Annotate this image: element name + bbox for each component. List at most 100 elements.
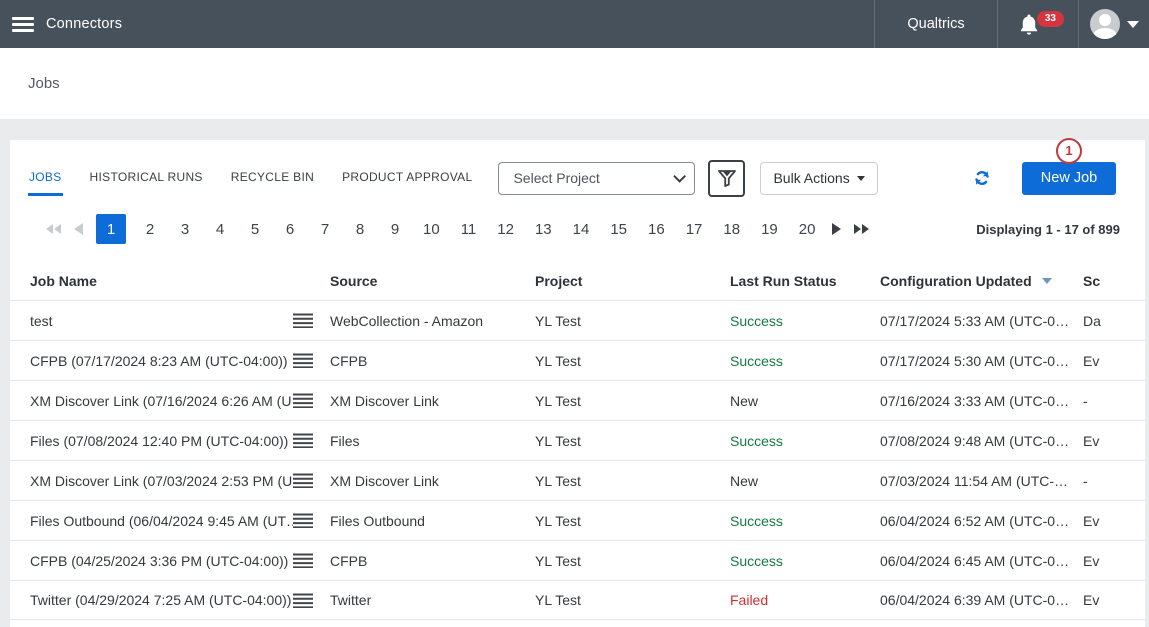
caret-down-icon: [856, 175, 865, 181]
source-cell: CFPB: [330, 352, 368, 369]
job-name[interactable]: Files Outbound (06/04/2024 9:45 AM (UT…: [30, 512, 293, 529]
configuration-updated-cell: 07/08/2024 9:48 AM (UTC-0…: [880, 432, 1070, 449]
project-cell: YL Test: [535, 312, 581, 329]
source-cell: Files Outbound: [330, 512, 425, 529]
configuration-updated-cell: 06/04/2024 6:45 AM (UTC-0…: [880, 552, 1070, 569]
row-menu-icon[interactable]: [293, 513, 313, 528]
column-header-configuration-updated[interactable]: Configuration Updated: [880, 273, 1032, 289]
last-run-status: Success: [730, 432, 783, 449]
toolbar: JOBS HISTORICAL RUNS RECYCLE BIN PRODUCT…: [10, 137, 1145, 198]
page-button-6[interactable]: 6: [285, 220, 295, 238]
configuration-updated-cell: 07/16/2024 3:33 AM (UTC-0…: [880, 392, 1070, 409]
column-header-schedule[interactable]: Sc: [1083, 273, 1101, 289]
row-menu-icon[interactable]: [293, 393, 313, 408]
page-button-12[interactable]: 12: [497, 220, 514, 238]
bulk-actions-button[interactable]: Bulk Actions: [760, 161, 878, 195]
job-name[interactable]: CFPB (07/17/2024 8:23 AM (UTC-04:00)): [30, 352, 288, 369]
page-button-13[interactable]: 13: [534, 220, 552, 238]
hamburger-menu-icon[interactable]: [0, 14, 46, 35]
previous-page-button[interactable]: [74, 223, 83, 235]
schedule-cell: -: [1083, 392, 1088, 409]
tab-product-approval[interactable]: PRODUCT APPROVAL: [342, 170, 473, 184]
top-bar: Connectors Qualtrics 33: [0, 0, 1149, 48]
page-button-11[interactable]: 11: [460, 220, 477, 238]
configuration-updated-cell: 07/17/2024 5:33 AM (UTC-0…: [880, 312, 1070, 329]
page-button-3[interactable]: 3: [180, 220, 190, 238]
source-cell: XM Discover Link: [330, 392, 439, 409]
schedule-cell: -: [1083, 472, 1088, 489]
row-menu-icon[interactable]: [293, 553, 313, 568]
tab-jobs[interactable]: JOBS: [28, 160, 63, 196]
table-row[interactable]: Twitter (04/29/2024 7:25 AM (UTC-04:00))…: [10, 580, 1145, 620]
table-row[interactable]: XM Discover Link (07/03/2024 2:53 PM (U……: [10, 460, 1145, 500]
row-menu-icon[interactable]: [293, 593, 313, 608]
last-run-status: Success: [730, 352, 783, 369]
page-button-4[interactable]: 4: [215, 220, 225, 238]
job-name[interactable]: Twitter (04/29/2024 7:25 AM (UTC-04:00)): [30, 592, 292, 608]
job-name[interactable]: XM Discover Link (07/03/2024 2:53 PM (U…: [30, 472, 293, 489]
notification-count-badge: 33: [1036, 11, 1064, 27]
job-name[interactable]: XM Discover Link (07/16/2024 6:26 AM (U…: [30, 392, 293, 409]
page-button-16[interactable]: 16: [648, 220, 665, 238]
configuration-updated-cell: 07/17/2024 5:30 AM (UTC-0…: [880, 352, 1070, 369]
page-button-18[interactable]: 18: [723, 220, 741, 238]
column-header-source[interactable]: Source: [330, 273, 378, 289]
page-button-2[interactable]: 2: [145, 220, 155, 238]
table-row[interactable]: CFPB (04/25/2024 3:36 PM (UTC-04:00)) CF…: [10, 540, 1145, 580]
project-cell: YL Test: [535, 352, 581, 369]
brand-menu[interactable]: Qualtrics: [874, 0, 997, 48]
page-button-1[interactable]: 1: [96, 214, 126, 244]
job-name[interactable]: test: [30, 312, 53, 329]
source-cell: Twitter: [330, 592, 372, 608]
project-select[interactable]: Select Project: [498, 161, 696, 195]
tab-historical-runs[interactable]: HISTORICAL RUNS: [89, 170, 203, 184]
schedule-cell: Ev: [1083, 552, 1100, 569]
account-menu[interactable]: [1078, 0, 1149, 48]
configuration-updated-cell: 07/03/2024 11:54 AM (UTC-…: [880, 472, 1069, 489]
page-button-14[interactable]: 14: [572, 220, 590, 238]
table-row[interactable]: XM Discover Link (07/16/2024 6:26 AM (U……: [10, 380, 1145, 420]
project-cell: YL Test: [535, 392, 581, 409]
project-cell: YL Test: [535, 512, 581, 529]
refresh-button[interactable]: [973, 169, 991, 187]
table-row[interactable]: Files (07/08/2024 12:40 PM (UTC-04:00)) …: [10, 420, 1145, 460]
sort-descending-icon[interactable]: [1041, 278, 1052, 284]
source-cell: Files: [330, 432, 360, 449]
page-title: Jobs: [28, 75, 60, 92]
new-job-button[interactable]: New Job 1: [1022, 137, 1116, 195]
job-name[interactable]: CFPB (04/25/2024 3:36 PM (UTC-04:00)): [30, 552, 289, 569]
pagination-summary: Displaying 1 - 17 of 899: [976, 221, 1120, 237]
first-page-button[interactable]: [46, 224, 61, 234]
notifications-button[interactable]: 33: [997, 0, 1078, 48]
page-button-15[interactable]: 15: [610, 220, 628, 238]
avatar: [1089, 9, 1120, 39]
source-cell: WebCollection - Amazon: [330, 312, 484, 329]
page-button-10[interactable]: 10: [423, 220, 440, 238]
row-menu-icon[interactable]: [293, 433, 313, 448]
page-button-7[interactable]: 7: [320, 220, 330, 238]
table-row[interactable]: CFPB (07/17/2024 8:23 AM (UTC-04:00)) CF…: [10, 340, 1145, 380]
configuration-updated-cell: 06/04/2024 6:39 AM (UTC-0…: [880, 592, 1070, 608]
row-menu-icon[interactable]: [293, 473, 313, 488]
page-button-17[interactable]: 17: [685, 220, 703, 238]
page-button-8[interactable]: 8: [355, 220, 365, 238]
row-menu-icon[interactable]: [293, 353, 313, 368]
table-row[interactable]: test WebCollection - Amazon YL Test Succ…: [10, 300, 1145, 340]
tab-recycle-bin[interactable]: RECYCLE BIN: [230, 170, 315, 184]
page-button-9[interactable]: 9: [390, 220, 400, 238]
funnel-icon: [718, 169, 736, 187]
last-page-button[interactable]: [854, 224, 870, 234]
job-name[interactable]: Files (07/08/2024 12:40 PM (UTC-04:00)): [30, 432, 289, 449]
page-button-5[interactable]: 5: [250, 220, 260, 238]
filter-button[interactable]: [708, 159, 746, 197]
column-header-project[interactable]: Project: [535, 273, 583, 289]
next-page-button[interactable]: [832, 223, 842, 235]
column-header-job-name[interactable]: Job Name: [30, 273, 97, 289]
column-header-last-run-status[interactable]: Last Run Status: [730, 273, 837, 289]
row-menu-icon[interactable]: [293, 313, 313, 328]
page-button-19[interactable]: 19: [761, 220, 778, 238]
schedule-cell: Da: [1083, 312, 1101, 329]
page-button-20[interactable]: 20: [798, 220, 816, 238]
table-row[interactable]: Files Outbound (06/04/2024 9:45 AM (UT… …: [10, 500, 1145, 540]
brand-label: Qualtrics: [907, 16, 965, 32]
